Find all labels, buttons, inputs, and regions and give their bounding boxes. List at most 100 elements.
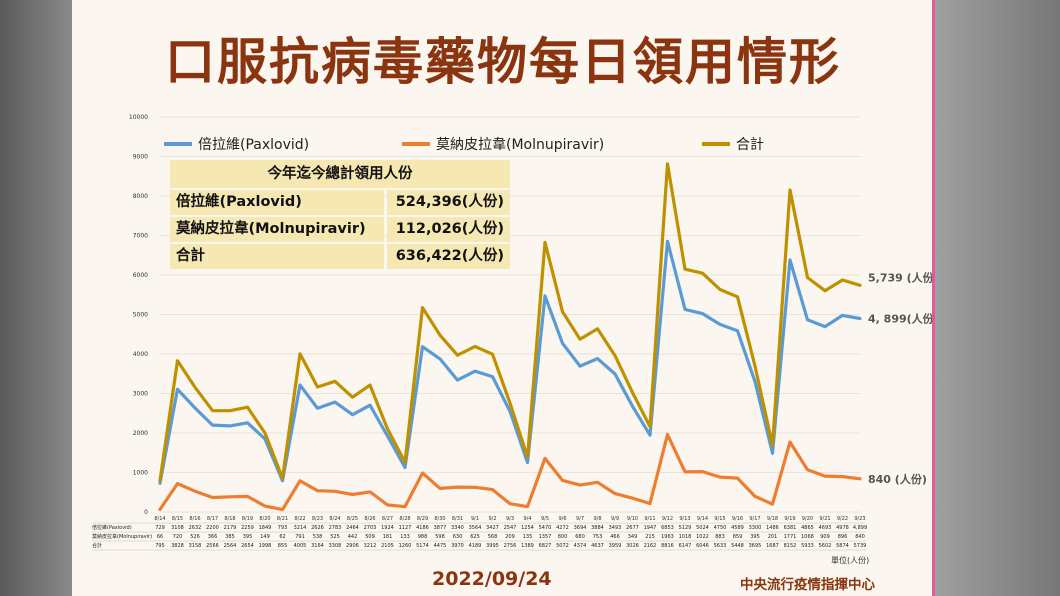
table-cell: 66 xyxy=(157,534,163,540)
table-cell: 5129 xyxy=(679,525,692,531)
table-cell: 568 xyxy=(488,534,498,540)
table-cell: 8816 xyxy=(661,543,674,549)
x-tick-label: 9/22 xyxy=(837,516,848,522)
table-cell: 625 xyxy=(470,534,480,540)
table-cell: 3493 xyxy=(609,525,622,531)
table-cell: 181 xyxy=(383,534,393,540)
x-tick-label: 8/20 xyxy=(259,516,270,522)
table-cell: 859 xyxy=(733,534,743,540)
legend-swatch-molnupiravir xyxy=(402,142,430,146)
summary-heading: 今年迄今總計領用人份 xyxy=(170,160,510,188)
table-cell: 2547 xyxy=(504,525,517,531)
table-cell: 395 xyxy=(750,534,760,540)
table-cell: 149 xyxy=(260,534,270,540)
x-tick-label: 9/16 xyxy=(732,516,743,522)
table-cell: 1357 xyxy=(539,534,552,540)
report-date: 2022/09/24 xyxy=(432,568,552,590)
table-cell: 2179 xyxy=(224,525,237,531)
table-cell: 909 xyxy=(820,534,830,540)
table-cell: 2632 xyxy=(189,525,202,531)
end-label-paxlovid: 4, 899(人份) xyxy=(868,311,934,325)
table-cell: 1127 xyxy=(399,525,412,531)
x-tick-label: 8/29 xyxy=(417,516,428,522)
end-label-total: 5,739 (人份) xyxy=(868,270,934,284)
summary-value: 636,422(人份) xyxy=(387,244,510,269)
table-cell: 795 xyxy=(155,543,165,549)
table-cell: 466 xyxy=(610,534,620,540)
table-cell: 3108 xyxy=(171,525,184,531)
table-cell: 385 xyxy=(225,534,235,540)
table-cell: 2200 xyxy=(206,525,219,531)
table-cell: 133 xyxy=(400,534,410,540)
x-tick-label: 9/6 xyxy=(558,516,566,522)
table-cell: 3564 xyxy=(469,525,482,531)
table-cell: 793 xyxy=(278,525,288,531)
x-tick-label: 8/30 xyxy=(434,516,445,522)
x-tick-label: 8/17 xyxy=(207,516,218,522)
table-cell: 3694 xyxy=(574,525,587,531)
table-cell: 988 xyxy=(418,534,428,540)
legend-swatch-total xyxy=(702,142,730,146)
summary-value: 524,396(人份) xyxy=(387,190,510,215)
legend-item-total: 合計 xyxy=(702,134,764,154)
x-tick-label: 9/7 xyxy=(576,516,584,522)
table-cell: 3877 xyxy=(434,525,447,531)
table-cell: 5470 xyxy=(539,525,552,531)
x-tick-label: 9/4 xyxy=(523,516,531,522)
y-tick-label: 8000 xyxy=(133,193,148,200)
legend-label-total: 合計 xyxy=(736,137,764,153)
table-cell: 4978 xyxy=(836,525,849,531)
x-tick-label: 8/28 xyxy=(399,516,410,522)
table-cell: 6046 xyxy=(696,543,709,549)
table-cell: 442 xyxy=(348,534,358,540)
table-cell: 896 xyxy=(838,534,848,540)
legend-label-paxlovid: 倍拉維(Paxlovid) xyxy=(198,137,310,153)
table-cell: 2677 xyxy=(626,525,639,531)
table-cell: 209 xyxy=(505,534,515,540)
table-cell: 598 xyxy=(435,534,445,540)
y-tick-label: 4000 xyxy=(133,351,148,358)
end-label-molnupiravir: 840 (人份) xyxy=(868,472,927,486)
x-tick-label: 8/23 xyxy=(312,516,323,522)
table-cell: 3158 xyxy=(189,543,202,549)
table-row-label: 莫納皮拉韋(Molnupiravir) xyxy=(92,533,152,540)
table-cell: 5602 xyxy=(819,543,832,549)
x-tick-label: 8/21 xyxy=(277,516,288,522)
table-cell: 1022 xyxy=(696,534,709,540)
slide: 口服抗病毒藥物每日領用情形 0 1000 2000 3000 4000 5000 6000 7… xyxy=(72,0,934,596)
x-tick-label: 8/15 xyxy=(172,516,183,522)
table-cell: 366 xyxy=(208,534,218,540)
summary-value: 112,026(人份) xyxy=(387,217,510,242)
table-cell: 6381 xyxy=(784,525,797,531)
x-tick-label: 9/17 xyxy=(749,516,760,522)
x-tick-label: 8/16 xyxy=(189,516,200,522)
x-tick-label: 8/25 xyxy=(347,516,358,522)
x-tick-label: 9/18 xyxy=(767,516,778,522)
x-tick-label: 9/11 xyxy=(644,516,655,522)
y-tick-label: 1000 xyxy=(133,470,148,477)
x-tick-label: 8/31 xyxy=(452,516,463,522)
x-tick-label: 9/5 xyxy=(541,516,549,522)
x-tick-label: 9/23 xyxy=(854,516,865,522)
table-cell: 5739 xyxy=(854,543,867,549)
y-tick-label: 3000 xyxy=(133,391,148,398)
y-tick-label: 5000 xyxy=(133,312,148,319)
table-cell: 3995 xyxy=(486,543,499,549)
table-cell: 4750 xyxy=(714,525,727,531)
table-cell: 753 xyxy=(593,534,603,540)
table-cell: 3300 xyxy=(749,525,762,531)
table-cell: 6147 xyxy=(679,543,692,549)
table-cell: 840 xyxy=(855,534,865,540)
table-cell: 525 xyxy=(330,534,340,540)
table-cell: 3026 xyxy=(626,543,639,549)
table-cell: 8152 xyxy=(784,543,797,549)
y-tick-label: 10000 xyxy=(129,114,148,121)
line-chart: 0 1000 2000 3000 4000 5000 6000 7000 8000 9000 100… xyxy=(92,114,934,551)
table-cell: 1687 xyxy=(766,543,779,549)
table-cell: 2464 xyxy=(346,525,359,531)
table-cell: 1254 xyxy=(521,525,534,531)
table-row-label: 倍拉維(Paxlovid) xyxy=(92,524,132,531)
x-tick-label: 9/19 xyxy=(784,516,795,522)
x-tick-label: 8/18 xyxy=(224,516,235,522)
summary-label: 合計 xyxy=(170,244,384,269)
